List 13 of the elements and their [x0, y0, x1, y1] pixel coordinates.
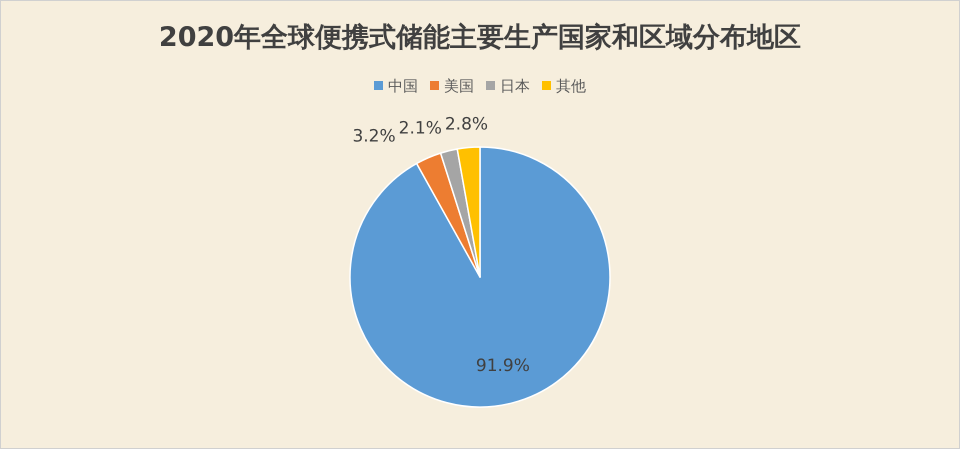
- legend-label: 日本: [500, 77, 530, 95]
- data-label: 3.2%: [352, 126, 396, 147]
- legend-item: 中国: [374, 77, 418, 95]
- legend-item: 日本: [486, 77, 530, 95]
- data-label: 2.1%: [398, 118, 442, 138]
- title: 2020年全球便携式储能主要生产国家和区域分布地区: [158, 22, 802, 53]
- legend-item: 其他: [542, 77, 586, 95]
- legend-item: 美国: [430, 77, 474, 95]
- legend-label: 中国: [388, 77, 418, 95]
- legend-label: 美国: [444, 77, 474, 95]
- data-label: 91.9%: [476, 356, 530, 376]
- legend-label: 其他: [556, 77, 586, 95]
- data-label: 2.8%: [444, 114, 488, 135]
